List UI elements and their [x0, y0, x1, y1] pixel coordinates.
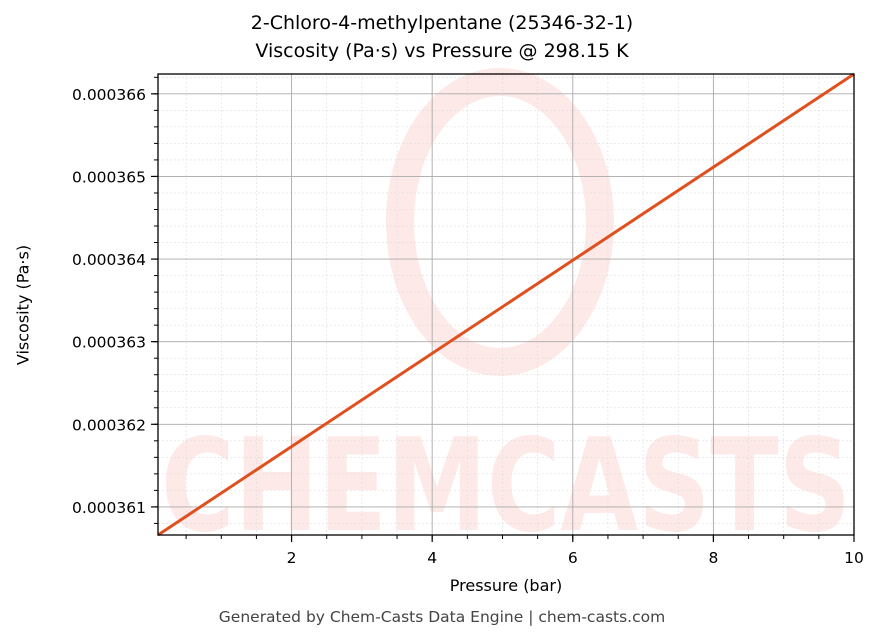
- x-tick-label: 6: [568, 549, 578, 567]
- y-tick-label: 0.000364: [72, 251, 146, 269]
- x-tick-label: 4: [427, 549, 437, 567]
- watermark-text: CHEMCASTS: [161, 412, 851, 561]
- x-tick-label: 2: [287, 549, 297, 567]
- y-tick-label: 0.000361: [72, 499, 146, 517]
- series-line: [157, 72, 855, 537]
- watermark: CHEMCASTS: [161, 68, 851, 561]
- chart-subtitle: Viscosity (Pa·s) vs Pressure @ 298.15 K: [255, 40, 629, 62]
- footer-credit: Generated by Chem-Casts Data Engine | ch…: [218, 608, 666, 626]
- x-tick-label: 8: [708, 549, 718, 567]
- x-tick-label: 10: [844, 549, 864, 567]
- y-tick-label: 0.000362: [72, 416, 146, 434]
- y-tick-label: 0.000366: [72, 86, 146, 104]
- y-axis-label: Viscosity (Pa·s): [13, 244, 33, 366]
- y-tick-label: 0.000365: [72, 168, 146, 186]
- x-axis-label: Pressure (bar): [449, 576, 563, 595]
- chart-title: 2-Chloro-4-methylpentane (25346-32-1): [250, 12, 634, 34]
- watermark-logo: [386, 68, 614, 376]
- plot-frame: [157, 73, 855, 536]
- y-tick-label: 0.000363: [72, 334, 146, 352]
